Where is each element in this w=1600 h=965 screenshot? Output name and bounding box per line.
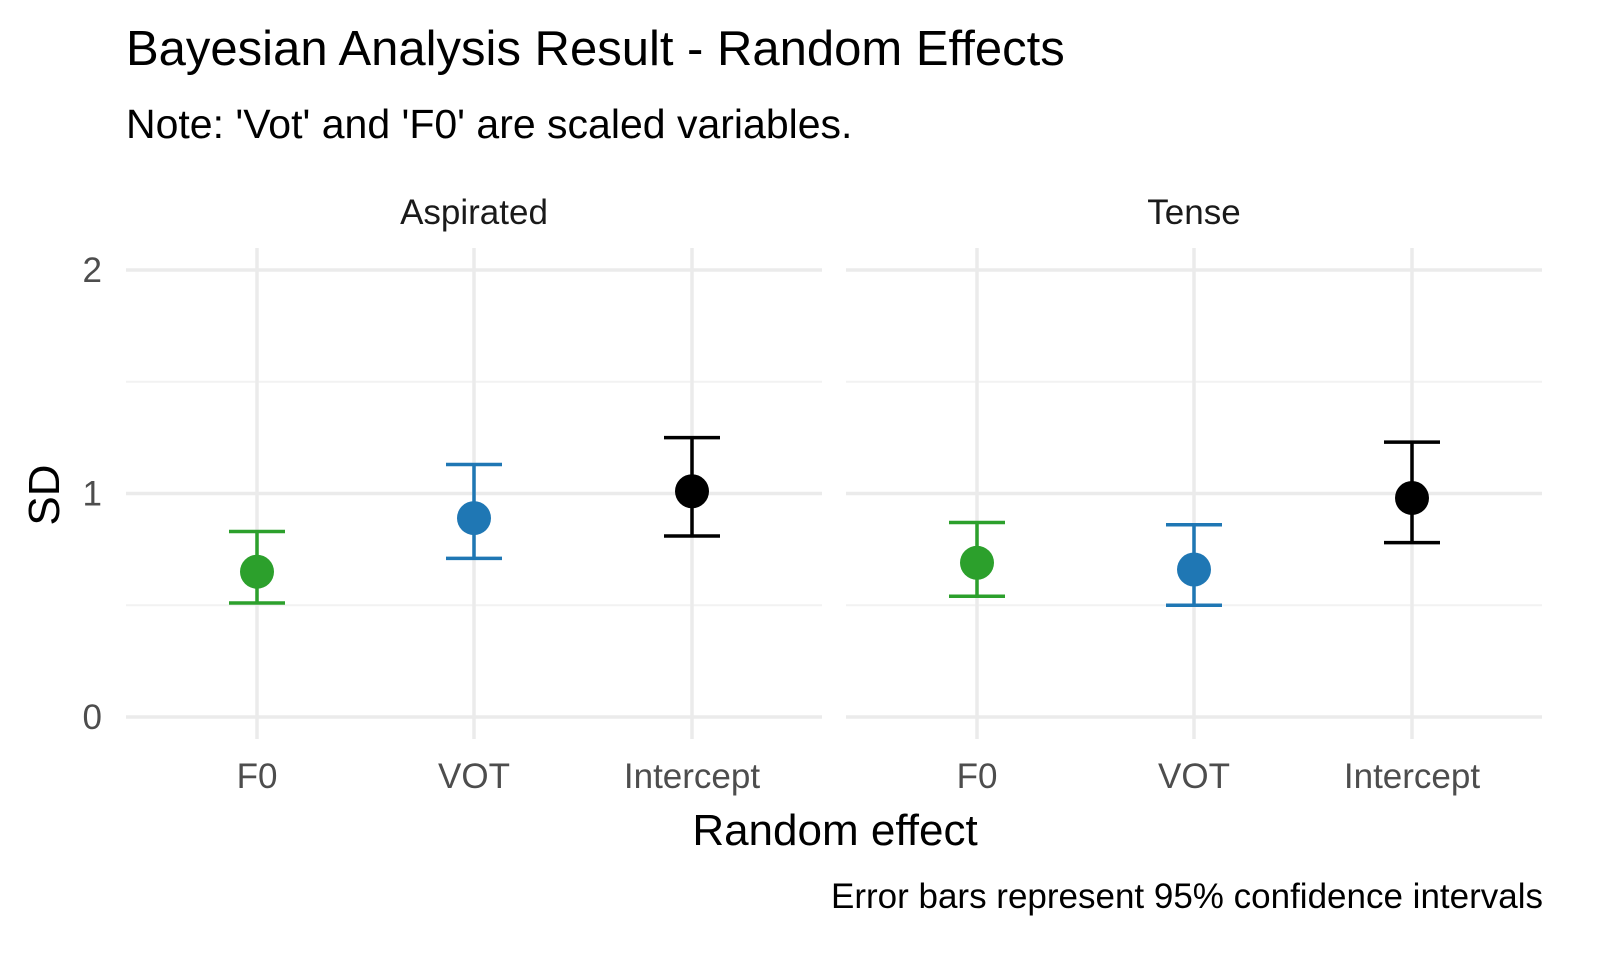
chart-caption: Error bars represent 95% confidence inte… <box>831 877 1543 916</box>
y-tick-label: 0 <box>83 698 102 737</box>
chart-title: Bayesian Analysis Result - Random Effect… <box>126 22 1065 76</box>
y-tick-label: 2 <box>83 251 102 290</box>
point-f0 <box>960 545 994 580</box>
x-axis-title: Random effect <box>692 806 977 855</box>
chart-subtitle: Note: 'Vot' and 'F0' are scaled variable… <box>126 101 852 147</box>
panel-strip-label: Aspirated <box>400 193 548 232</box>
panels: Aspirated F0 VOT Intercept Tense F0 VOT Interce… <box>83 193 1542 796</box>
x-tick-label: F0 <box>957 757 998 796</box>
x-tick-label: VOT <box>1158 757 1230 796</box>
x-tick-label: F0 <box>237 757 278 796</box>
x-tick-label: Intercept <box>624 757 760 796</box>
panel-aspirated: Aspirated F0 VOT Intercept <box>126 193 822 796</box>
panel-strip-label: Tense <box>1147 193 1240 232</box>
point-vot <box>457 501 491 536</box>
point-vot <box>1177 552 1211 587</box>
y-axis-title: SD <box>20 464 69 525</box>
x-tick-label: VOT <box>438 757 510 796</box>
point-f0 <box>240 554 274 589</box>
point-intercept <box>1395 480 1429 515</box>
point-intercept <box>675 474 709 509</box>
y-tick-label: 1 <box>83 475 102 514</box>
x-tick-label: Intercept <box>1344 757 1480 796</box>
panel-tense: Tense F0 VOT Intercept <box>846 193 1542 796</box>
